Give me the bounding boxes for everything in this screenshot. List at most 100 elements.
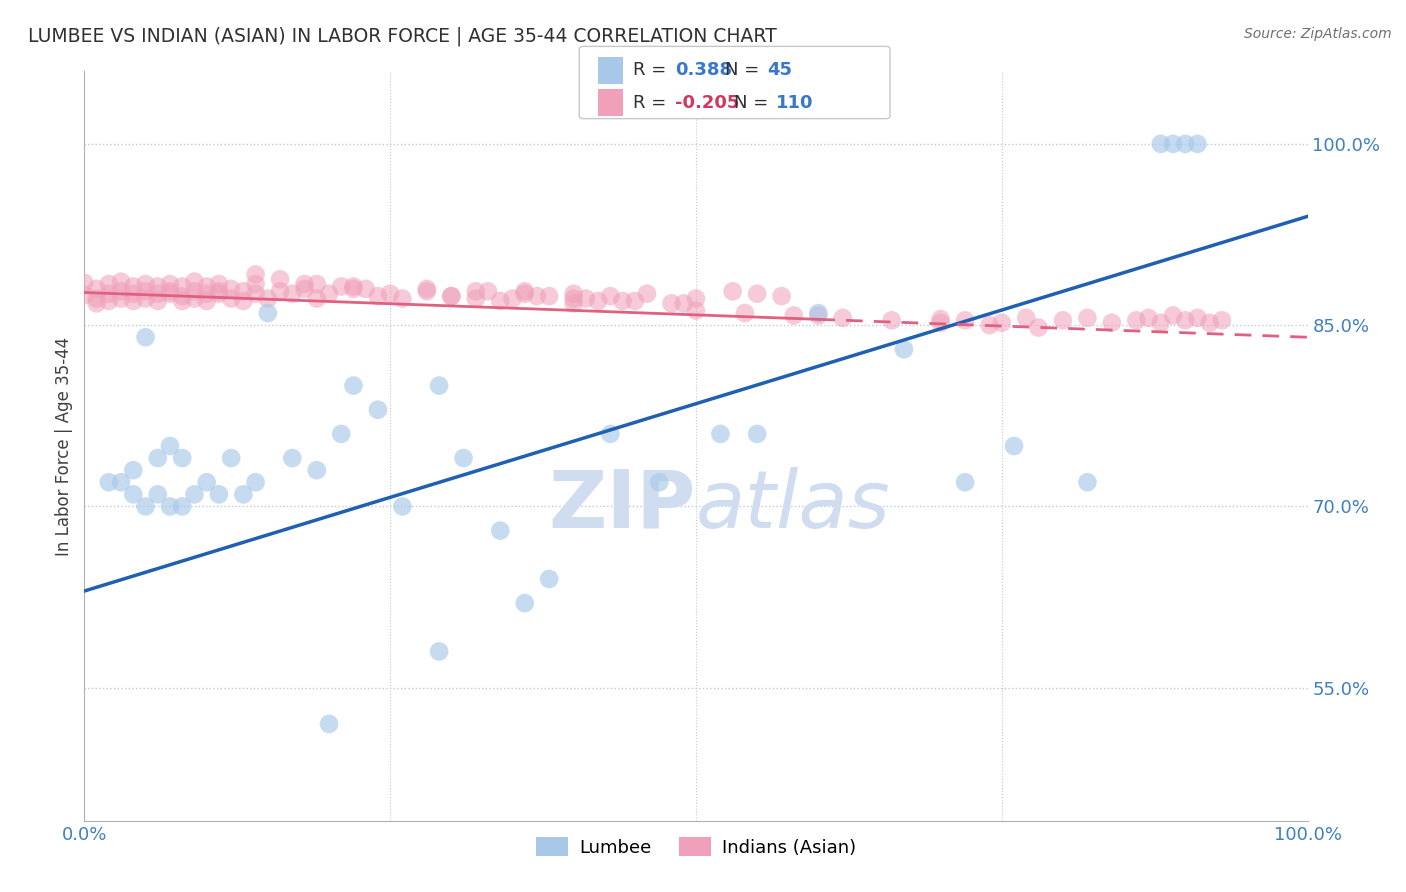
Point bbox=[416, 285, 439, 299]
Point bbox=[1198, 316, 1220, 330]
Point bbox=[953, 475, 976, 490]
Point bbox=[159, 277, 181, 291]
Point bbox=[929, 316, 952, 330]
Point bbox=[330, 279, 353, 293]
Point bbox=[342, 378, 364, 392]
Point bbox=[159, 286, 181, 301]
Point bbox=[135, 292, 157, 306]
Point bbox=[232, 293, 254, 308]
Point bbox=[135, 500, 157, 514]
Point bbox=[1028, 320, 1050, 334]
Point bbox=[122, 487, 145, 501]
Point bbox=[562, 286, 585, 301]
Point bbox=[380, 286, 402, 301]
Point bbox=[97, 293, 120, 308]
Point bbox=[1076, 475, 1098, 490]
Point bbox=[599, 426, 621, 441]
Point bbox=[183, 292, 205, 306]
Point bbox=[122, 286, 145, 301]
Point bbox=[342, 282, 364, 296]
Point bbox=[1101, 316, 1123, 330]
Point bbox=[135, 285, 157, 299]
Point bbox=[294, 277, 316, 291]
Point bbox=[538, 572, 561, 586]
Point bbox=[367, 402, 389, 417]
Point bbox=[880, 313, 903, 327]
Point bbox=[245, 268, 267, 282]
Point bbox=[146, 286, 169, 301]
Text: Source: ZipAtlas.com: Source: ZipAtlas.com bbox=[1244, 27, 1392, 41]
Text: ZIP: ZIP bbox=[548, 467, 696, 545]
Point bbox=[464, 285, 486, 299]
Point bbox=[685, 303, 707, 318]
Point bbox=[526, 289, 548, 303]
Point bbox=[159, 285, 181, 299]
Point bbox=[1002, 439, 1025, 453]
Point bbox=[354, 282, 377, 296]
Point bbox=[721, 285, 744, 299]
Point bbox=[86, 292, 108, 306]
Point bbox=[489, 293, 512, 308]
Point bbox=[1161, 136, 1184, 151]
Point bbox=[427, 378, 450, 392]
Point bbox=[575, 292, 598, 306]
Point bbox=[269, 272, 291, 286]
Point bbox=[427, 644, 450, 658]
Text: LUMBEE VS INDIAN (ASIAN) IN LABOR FORCE | AGE 35-44 CORRELATION CHART: LUMBEE VS INDIAN (ASIAN) IN LABOR FORCE … bbox=[28, 27, 778, 46]
Point bbox=[612, 293, 634, 308]
Point bbox=[305, 292, 328, 306]
Point bbox=[122, 293, 145, 308]
Text: -0.205: -0.205 bbox=[675, 94, 740, 112]
Point bbox=[391, 292, 413, 306]
Point bbox=[1137, 310, 1160, 325]
Text: 45: 45 bbox=[768, 62, 793, 79]
Point bbox=[562, 296, 585, 310]
Point bbox=[734, 306, 756, 320]
Point bbox=[86, 282, 108, 296]
Point bbox=[953, 313, 976, 327]
Text: N =: N = bbox=[725, 62, 765, 79]
Point bbox=[172, 289, 194, 303]
Point bbox=[195, 475, 218, 490]
Point bbox=[1125, 313, 1147, 327]
Text: N =: N = bbox=[734, 94, 773, 112]
Point bbox=[245, 277, 267, 291]
Point bbox=[172, 500, 194, 514]
Point bbox=[367, 289, 389, 303]
Point bbox=[208, 286, 231, 301]
Point bbox=[807, 309, 830, 323]
Point bbox=[831, 310, 853, 325]
Point bbox=[195, 279, 218, 293]
Point bbox=[183, 487, 205, 501]
Point bbox=[183, 275, 205, 289]
Point bbox=[709, 426, 731, 441]
Point bbox=[538, 289, 561, 303]
Point bbox=[294, 282, 316, 296]
Point bbox=[440, 289, 463, 303]
Point bbox=[269, 285, 291, 299]
Point bbox=[219, 282, 242, 296]
Point bbox=[245, 286, 267, 301]
Point bbox=[257, 292, 280, 306]
Point bbox=[208, 285, 231, 299]
Point bbox=[747, 286, 769, 301]
Point bbox=[991, 316, 1014, 330]
Point bbox=[257, 306, 280, 320]
Point bbox=[783, 309, 806, 323]
Point bbox=[97, 475, 120, 490]
Point bbox=[464, 292, 486, 306]
Point bbox=[73, 288, 96, 302]
Point bbox=[929, 312, 952, 326]
Point bbox=[318, 286, 340, 301]
Point bbox=[1150, 316, 1173, 330]
Point bbox=[513, 286, 536, 301]
Point bbox=[110, 292, 132, 306]
Point bbox=[747, 426, 769, 441]
Point bbox=[1076, 310, 1098, 325]
Point bbox=[97, 286, 120, 301]
Point bbox=[599, 289, 621, 303]
Point bbox=[807, 306, 830, 320]
Point bbox=[122, 279, 145, 293]
Point bbox=[146, 293, 169, 308]
Point bbox=[1187, 310, 1209, 325]
